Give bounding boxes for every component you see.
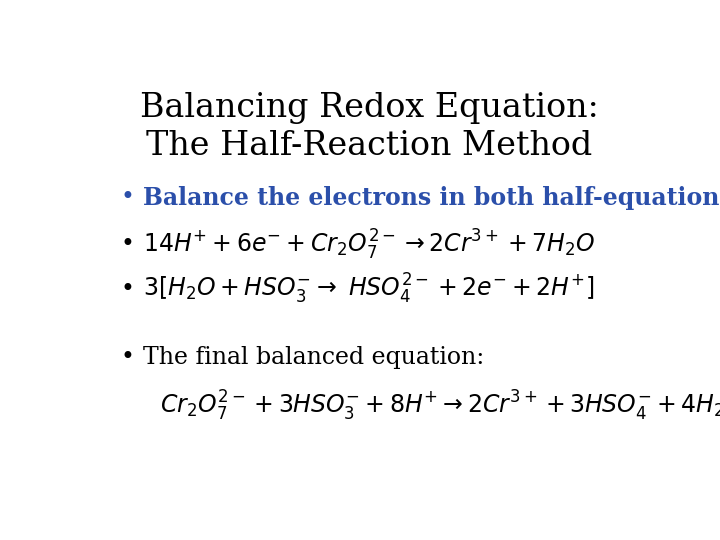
Text: •: • [121, 347, 135, 369]
Text: $3[H_{2}O + HSO_{3}^{-} \rightarrow \ HSO_{4}^{2-} + 2e^{-} + 2H^{+}]$: $3[H_{2}O + HSO_{3}^{-} \rightarrow \ HS… [143, 272, 594, 306]
Text: The Half-Reaction Method: The Half-Reaction Method [146, 130, 592, 162]
Text: $Cr_{2}O_{7}^{2-} + 3HSO_{3}^{-} + 8H^{+} \rightarrow 2Cr^{3+} + 3HSO_{4}^{-} + : $Cr_{2}O_{7}^{2-} + 3HSO_{3}^{-} + 8H^{+… [160, 389, 720, 423]
Text: •: • [121, 233, 135, 256]
Text: Balancing Redox Equation:: Balancing Redox Equation: [140, 92, 598, 124]
Text: $14H^{+} + 6e^{-} + Cr_{2}O_{7}^{2-} \rightarrow 2Cr^{3+} + 7H_{2}O$: $14H^{+} + 6e^{-} + Cr_{2}O_{7}^{2-} \ri… [143, 228, 595, 262]
Text: •: • [121, 186, 135, 210]
Text: •: • [121, 278, 135, 301]
Text: Balance the electrons in both half-equations:: Balance the electrons in both half-equat… [143, 186, 720, 210]
Text: The final balanced equation:: The final balanced equation: [143, 347, 485, 369]
